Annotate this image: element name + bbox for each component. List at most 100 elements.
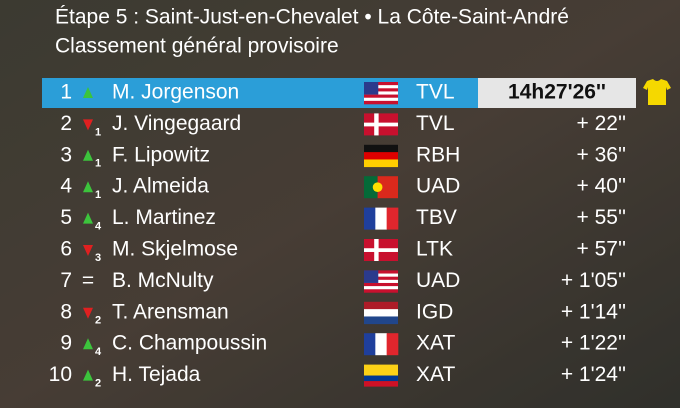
flag-stripe <box>386 207 399 230</box>
rider-name: M. Skjelmose <box>112 238 238 261</box>
standing-row: 6 3 M. Skjelmose LTK + 57'' <box>60 238 626 264</box>
rider-name: B. McNulty <box>112 269 214 292</box>
rank: 4 <box>60 175 72 198</box>
flag <box>364 333 399 356</box>
standing-row: 10 2 H. Tejada XAT + 1'24'' <box>49 363 626 389</box>
flag-stripe <box>364 375 398 382</box>
flag-stripe <box>364 276 398 281</box>
up-arrow <box>83 181 93 193</box>
up-arrow <box>83 212 93 224</box>
team: UAD <box>416 269 460 292</box>
flag-stripe <box>364 381 398 387</box>
flag <box>364 207 399 230</box>
flag-stripe <box>364 301 398 310</box>
time: + 1'24'' <box>561 363 626 386</box>
flag-stripe <box>364 144 398 153</box>
yellow-jersey <box>643 79 671 105</box>
time: + 57'' <box>577 238 626 261</box>
standing-row: 7 = B. McNulty UAD + 1'05'' <box>60 269 626 293</box>
rider-name: C. Champoussin <box>112 332 267 355</box>
time: + 1'05'' <box>561 269 626 292</box>
flag-stripe <box>375 333 387 356</box>
standing-row: 1 M. Jorgenson TVL 14h27'26'' <box>42 78 671 108</box>
team: IGD <box>416 300 453 323</box>
down-arrow <box>83 307 93 319</box>
flag-stripe <box>364 364 398 376</box>
change: 1 <box>95 189 101 201</box>
flag-emblem <box>372 182 383 193</box>
rank: 5 <box>60 206 72 229</box>
change: 1 <box>95 158 101 170</box>
time: + 1'22'' <box>561 332 626 355</box>
team: UAD <box>416 175 460 198</box>
flag-stripe <box>364 289 398 293</box>
flag <box>364 364 398 387</box>
flag-stripe <box>364 282 398 287</box>
team: RBH <box>416 143 460 166</box>
flag-field <box>364 176 378 199</box>
standing-row: 5 4 L. Martinez TBV + 55'' <box>60 206 626 232</box>
flag-stripe <box>364 286 398 290</box>
time: + 55'' <box>577 206 626 229</box>
standing-row: 8 2 T. Arensman IGD + 1'14'' <box>60 300 626 326</box>
no-change: = <box>82 269 94 292</box>
standing-row: 4 1 J. Almeida UAD + 40'' <box>60 175 626 201</box>
flag-stripe <box>364 316 398 325</box>
title: Étape 5 : Saint-Just-en-Chevalet • La Cô… <box>55 6 569 29</box>
flag-stripe <box>364 91 398 95</box>
rank: 7 <box>60 269 72 292</box>
flag-stripe <box>364 94 398 99</box>
time: + 1'14'' <box>561 300 626 323</box>
flag <box>364 176 398 199</box>
team: XAT <box>416 363 455 386</box>
rank: 10 <box>49 363 72 386</box>
time: 14h27'26'' <box>508 81 606 104</box>
rider-name: F. Lipowitz <box>112 143 210 166</box>
subtitle: Classement général provisoire <box>55 35 339 58</box>
flag-stripe <box>364 270 398 274</box>
flag-stripe <box>375 207 387 230</box>
team: TVL <box>416 81 455 104</box>
rank: 3 <box>60 143 72 166</box>
team: TVL <box>416 112 455 135</box>
team: TBV <box>416 206 457 229</box>
flag-stripe <box>364 88 398 92</box>
flag-stripe <box>364 309 398 317</box>
flag-stripe <box>364 333 376 356</box>
team: LTK <box>416 238 453 261</box>
down-arrow <box>83 245 93 256</box>
flag-stripe <box>364 279 398 284</box>
flag-stripe <box>364 273 398 277</box>
team: XAT <box>416 332 455 355</box>
flag-stripe <box>386 333 399 356</box>
flag-stripe <box>364 159 398 168</box>
rider-name: T. Arensman <box>112 300 229 323</box>
flag-stripe <box>364 97 398 102</box>
time: + 36'' <box>577 143 626 166</box>
time: + 22'' <box>577 112 626 135</box>
flag-stripe <box>364 85 398 89</box>
standing-row: 9 4 C. Champoussin XAT + 1'22'' <box>60 332 626 358</box>
flag-stripe <box>364 207 376 230</box>
rider-name: J. Vingegaard <box>112 112 241 135</box>
up-arrow <box>83 338 93 350</box>
standing-row: 2 1 J. Vingegaard TVL + 22'' <box>60 112 626 138</box>
up-arrow <box>83 369 93 381</box>
rider-name: M. Jorgenson <box>112 81 239 104</box>
flag <box>364 270 398 293</box>
change: 3 <box>95 252 101 264</box>
flag-canton <box>364 270 379 283</box>
change: 2 <box>95 378 101 390</box>
leader-band <box>42 78 478 108</box>
change: 2 <box>95 315 101 327</box>
flag <box>364 113 398 136</box>
rank: 2 <box>60 112 72 135</box>
flag <box>364 239 398 261</box>
flag <box>364 82 398 105</box>
time: + 40'' <box>577 175 626 198</box>
flag-canton <box>364 82 379 95</box>
standing-row: 3 1 F. Lipowitz RBH + 36'' <box>60 143 626 169</box>
change: 4 <box>95 346 102 358</box>
up-arrow <box>83 149 93 161</box>
